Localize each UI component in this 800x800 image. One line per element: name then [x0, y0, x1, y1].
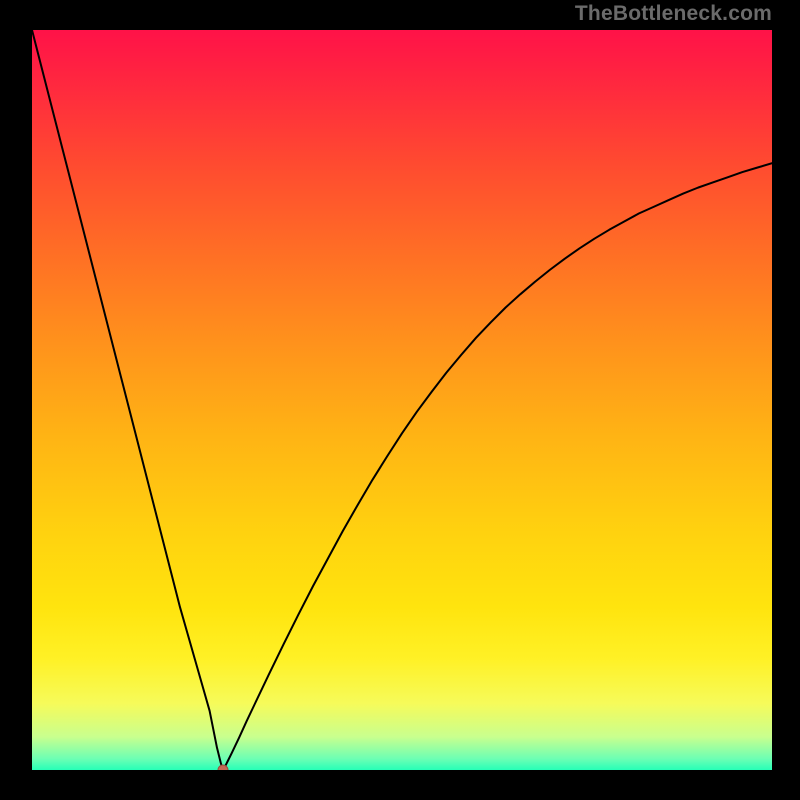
chart-frame: TheBottleneck.com — [0, 0, 800, 800]
bottleneck-curve — [32, 30, 772, 770]
curve-path — [32, 30, 772, 770]
minimum-marker — [217, 765, 228, 771]
watermark-text: TheBottleneck.com — [575, 2, 772, 26]
plot-area — [32, 30, 772, 770]
